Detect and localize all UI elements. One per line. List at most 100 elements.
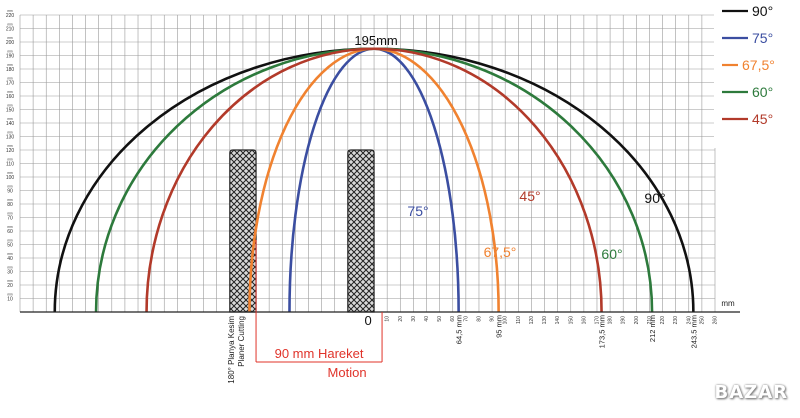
y-tick-unit: mm bbox=[7, 293, 13, 297]
y-tick-label: 90 bbox=[7, 189, 13, 195]
y-tick-label: 30 bbox=[7, 270, 13, 276]
x-tick-label: 90 bbox=[490, 316, 496, 322]
legend-label: 75° bbox=[752, 30, 773, 46]
y-tick-unit: mm bbox=[7, 77, 13, 81]
y-tick-unit: mm bbox=[7, 9, 13, 13]
series-curve bbox=[145, 47, 603, 313]
end-distance-label: 212 mm bbox=[648, 315, 657, 342]
x-tick-label: 60 bbox=[450, 316, 456, 322]
y-tick-label: 120 bbox=[6, 148, 15, 154]
origin-label: 0 bbox=[364, 313, 371, 328]
y-tick-label: 190 bbox=[6, 54, 15, 60]
y-tick-unit: mm bbox=[7, 171, 13, 175]
x-tick-label: 80 bbox=[476, 316, 482, 322]
planer-cutting-label: Planer Cutting bbox=[237, 316, 246, 367]
y-tick-label: 130 bbox=[6, 135, 15, 141]
x-tick-label: 160 bbox=[581, 316, 587, 325]
y-tick-label: 210 bbox=[6, 27, 15, 33]
x-tick-label: 240 bbox=[686, 316, 692, 325]
x-tick-label: 30 bbox=[411, 316, 417, 322]
curves bbox=[53, 47, 695, 313]
x-tick-label: 100 bbox=[503, 316, 509, 325]
curve-label: 90° bbox=[644, 190, 665, 206]
x-tick-label: 140 bbox=[555, 316, 561, 325]
y-tick-label: 160 bbox=[6, 94, 15, 100]
workpiece-blocks bbox=[229, 149, 375, 313]
x-tick-label: 190 bbox=[621, 316, 627, 325]
y-tick-unit: mm bbox=[7, 144, 13, 148]
legend-label: 67,5° bbox=[742, 57, 775, 73]
y-tick-label: 180 bbox=[6, 67, 15, 73]
y-tick-label: 100 bbox=[6, 175, 15, 181]
y-tick-unit: mm bbox=[7, 198, 13, 202]
y-tick-unit: mm bbox=[7, 225, 13, 229]
x-tick-label: 180 bbox=[608, 316, 614, 325]
x-tick-label: 150 bbox=[568, 316, 574, 325]
x-tick-label: 10 bbox=[385, 316, 391, 322]
y-tick-label: 40 bbox=[7, 256, 13, 262]
labels: 195mm 90° 75° 67,5° 60° 45° 243.5 mm 64,5 mm 95 … bbox=[227, 33, 699, 384]
curve-label: 67,5° bbox=[484, 244, 517, 260]
x-tick-label: 230 bbox=[673, 316, 679, 325]
end-distance-label: 173,5 mm bbox=[598, 315, 607, 348]
curve-label: 45° bbox=[519, 188, 540, 204]
x-tick-label: 220 bbox=[660, 316, 666, 325]
legend-label: 90° bbox=[752, 3, 773, 19]
x-tick-label: 200 bbox=[634, 316, 640, 325]
curve-label: 60° bbox=[601, 246, 622, 262]
legend: 90° 75° 67,5° 60° 45° bbox=[714, 0, 800, 148]
y-tick-unit: mm bbox=[7, 131, 13, 135]
x-tick-label: 170 bbox=[594, 316, 600, 325]
legend-background bbox=[714, 0, 800, 148]
y-tick-label: 70 bbox=[7, 216, 13, 222]
end-distance-label: 64,5 mm bbox=[455, 315, 464, 344]
y-tick-label: 20 bbox=[7, 283, 13, 289]
y-tick-unit: mm bbox=[7, 185, 13, 189]
x-tick-label: 50 bbox=[437, 316, 443, 322]
x-tick-label: 120 bbox=[529, 316, 535, 325]
y-tick-label: 110 bbox=[6, 162, 14, 168]
y-tick-unit: mm bbox=[7, 252, 13, 256]
end-distance-label: 95 mm bbox=[495, 315, 504, 338]
y-tick-unit: mm bbox=[7, 104, 13, 108]
y-tick-unit: mm bbox=[7, 239, 13, 243]
y-tick-unit: mm bbox=[7, 90, 13, 94]
watermark: BAZAR bbox=[714, 382, 788, 403]
y-tick-unit: mm bbox=[7, 63, 13, 67]
y-tick-label: 220 bbox=[6, 13, 15, 19]
x-tick-label: 130 bbox=[542, 316, 548, 325]
x-tick-label: 250 bbox=[699, 316, 705, 325]
workpiece-block bbox=[347, 149, 375, 313]
y-tick-label: 150 bbox=[6, 108, 15, 114]
y-tick-unit: mm bbox=[7, 36, 13, 40]
x-tick-label: 110 bbox=[516, 316, 522, 324]
y-tick-unit: mm bbox=[7, 266, 13, 270]
y-tick-label: 80 bbox=[7, 202, 13, 208]
workpiece-block bbox=[229, 149, 257, 313]
y-tick-unit: mm bbox=[7, 50, 13, 54]
y-tick-label: 200 bbox=[6, 40, 15, 46]
x-tick-label: 20 bbox=[398, 316, 404, 322]
x-tick-label: 210 bbox=[647, 316, 653, 325]
legend-label: 60° bbox=[752, 84, 773, 100]
y-tick-unit: mm bbox=[7, 117, 13, 121]
y-tick-label: 10 bbox=[7, 297, 13, 303]
end-distance-label: 243.5 mm bbox=[689, 315, 698, 348]
x-axis-unit: mm bbox=[721, 299, 735, 308]
motion-label: 90 mm Hareket bbox=[275, 346, 364, 361]
y-tick-unit: mm bbox=[7, 212, 13, 216]
x-tick-label: 260 bbox=[713, 316, 719, 325]
chart-title: 195mm bbox=[354, 33, 397, 48]
y-tick-label: 170 bbox=[6, 81, 15, 87]
axes: 1020304050607080901001101201301401501601… bbox=[6, 9, 740, 328]
y-tick-unit: mm bbox=[7, 23, 13, 27]
x-tick-label: 40 bbox=[424, 316, 430, 322]
y-tick-unit: mm bbox=[7, 279, 13, 283]
y-tick-label: 140 bbox=[6, 121, 15, 127]
planer-cutting-label: 180° Planya Kesim bbox=[227, 316, 236, 384]
x-tick-label: 70 bbox=[463, 316, 469, 322]
y-tick-label: 50 bbox=[7, 243, 13, 249]
motion-label-en: Motion bbox=[328, 365, 367, 380]
